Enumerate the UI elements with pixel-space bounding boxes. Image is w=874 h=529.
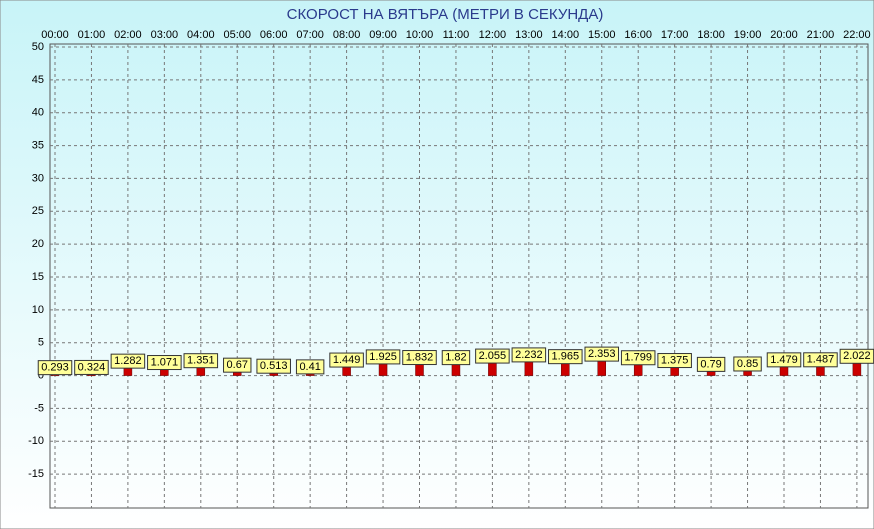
value-label: 0.79 [700, 358, 721, 370]
bar [415, 363, 424, 376]
value-label-box [365, 349, 401, 365]
value-label-box [37, 360, 73, 376]
bar [451, 363, 461, 376]
bar [597, 359, 606, 376]
bar [852, 362, 862, 376]
x-tick-label: 03:00 [151, 29, 179, 41]
value-label: 1.82 [445, 352, 466, 364]
y-tick-label: 10 [32, 304, 44, 316]
x-tick-label: 11:00 [443, 29, 470, 41]
bar [633, 363, 643, 376]
value-label-box [657, 353, 692, 369]
value-label-box [766, 352, 802, 368]
value-label: 1.449 [333, 354, 361, 366]
y-tick-label: -5 [34, 402, 44, 414]
value-label-box [696, 356, 726, 372]
value-label: 0.324 [78, 361, 106, 373]
x-tick-label: 20:00 [770, 29, 798, 41]
y-tick-label: 45 [32, 74, 44, 86]
value-label-box [329, 352, 364, 368]
x-tick-label: 17:00 [661, 29, 689, 41]
value-label: 0.85 [737, 358, 758, 370]
y-tick-label: 0 [38, 369, 44, 381]
plot-area [49, 43, 869, 509]
y-tick-label: 35 [32, 139, 44, 151]
chart-title: СКОРОСТ НА ВЯТЪРА (МЕТРИ В СЕКУНДА) [287, 6, 604, 23]
value-label-box [223, 357, 252, 373]
y-tick-label: -15 [28, 468, 44, 480]
value-label-box [295, 359, 325, 375]
value-label-box [256, 358, 291, 374]
x-tick-label: 21:00 [807, 29, 835, 41]
value-label: 2.055 [479, 350, 507, 362]
x-tick-label: 16:00 [624, 29, 652, 41]
y-tick-label: 20 [32, 238, 44, 250]
value-label-box [620, 350, 656, 366]
x-tick-label: 15:00 [588, 29, 616, 41]
value-label-box [548, 349, 583, 365]
value-label: 2.022 [843, 350, 871, 362]
value-label-box [110, 353, 146, 369]
value-label: 1.965 [552, 351, 580, 363]
x-tick-label: 12:00 [479, 29, 507, 41]
value-label: 1.071 [151, 356, 179, 368]
value-label: 1.487 [807, 354, 835, 366]
value-label: 2.353 [588, 348, 616, 360]
x-tick-label: 18:00 [697, 29, 725, 41]
x-tick-label: 01:00 [78, 29, 106, 41]
x-tick-label: 00:00 [41, 29, 69, 41]
x-tick-label: 13:00 [515, 29, 543, 41]
value-label: 1.479 [770, 354, 798, 366]
value-label: 0.67 [227, 359, 248, 371]
value-label-box [147, 355, 182, 371]
x-tick-label: 14:00 [552, 29, 580, 41]
value-label-box [441, 350, 471, 366]
y-tick-label: 5 [38, 337, 44, 349]
value-label: 1.925 [369, 351, 397, 363]
value-label: 2.232 [515, 349, 543, 361]
x-tick-label: 10:00 [406, 29, 434, 41]
value-label-box [402, 350, 437, 366]
x-tick-label: 02:00 [114, 29, 142, 41]
value-label-box [803, 352, 838, 368]
y-tick-label: 50 [32, 41, 44, 53]
value-label: 1.375 [661, 354, 689, 366]
bar [378, 362, 388, 376]
x-tick-label: 04:00 [187, 29, 215, 41]
y-tick-label: -10 [28, 435, 44, 447]
y-tick-label: 40 [32, 107, 44, 119]
value-label-box [733, 356, 762, 372]
value-label: 1.351 [187, 355, 215, 367]
bar [524, 360, 534, 376]
x-tick-label: 19:00 [734, 29, 762, 41]
value-label: 1.282 [114, 355, 142, 367]
value-label: 1.799 [624, 352, 652, 364]
x-tick-label: 09:00 [369, 29, 397, 41]
value-label: 1.832 [406, 351, 434, 363]
x-tick-label: 06:00 [260, 29, 288, 41]
value-label-box [74, 359, 109, 375]
x-tick-label: 08:00 [333, 29, 361, 41]
value-label-box [475, 348, 510, 364]
value-label: 0.41 [299, 361, 320, 373]
y-tick-label: 25 [32, 205, 44, 217]
value-label-box [183, 353, 219, 369]
x-tick-label: 22:00 [843, 29, 871, 41]
value-label: 0.293 [41, 362, 69, 374]
value-label-box [511, 347, 547, 363]
value-label: 0.513 [260, 360, 288, 372]
y-tick-label: 15 [32, 271, 44, 283]
value-label-box [584, 346, 620, 362]
x-tick-label: 05:00 [223, 29, 251, 41]
y-tick-label: 30 [32, 172, 44, 184]
bar [488, 361, 497, 376]
bar [561, 362, 570, 376]
x-tick-label: 07:00 [296, 29, 324, 41]
